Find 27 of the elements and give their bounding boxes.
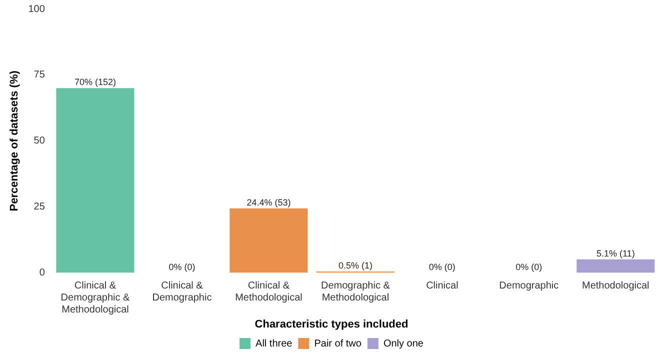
x-tick-label: Demographic — [499, 280, 559, 292]
legend-label: Only one — [383, 338, 424, 350]
bar — [576, 259, 655, 273]
bar — [230, 208, 308, 273]
y-tick-label: 75 — [34, 70, 46, 81]
data-label: 70% (152) — [74, 77, 116, 88]
x-tick-label: Clinical — [426, 280, 458, 292]
x-tick-label: Clinical & Demographic — [152, 280, 212, 304]
legend-label: All three — [256, 338, 293, 350]
y-tick-label: 25 — [34, 202, 46, 213]
legend-title: Characteristic types included — [254, 318, 408, 330]
data-label: 24.4% (53) — [246, 197, 291, 208]
data-label: 0.5% (1) — [338, 260, 372, 270]
x-tick-label: Methodological — [582, 280, 650, 292]
y-tick-label: 50 — [34, 136, 46, 147]
y-tick-label: 0 — [39, 268, 46, 279]
legend-label: Pair of two — [314, 338, 362, 350]
data-label: 5.1% (11) — [596, 248, 635, 258]
data-label: 0% (0) — [428, 262, 456, 272]
y-tick-label: 100 — [28, 4, 46, 15]
y-axis-title: Percentage of datasets (%) — [8, 70, 21, 212]
bar — [56, 88, 134, 273]
x-tick-label: Clinical & Methodological — [235, 280, 302, 304]
x-tick-label: Demographic & Methodological — [320, 280, 390, 304]
x-tick-label: Clinical & Demographic & Methodological — [60, 280, 130, 316]
data-label: 0% (0) — [168, 262, 196, 272]
data-label: 0% (0) — [516, 262, 542, 272]
